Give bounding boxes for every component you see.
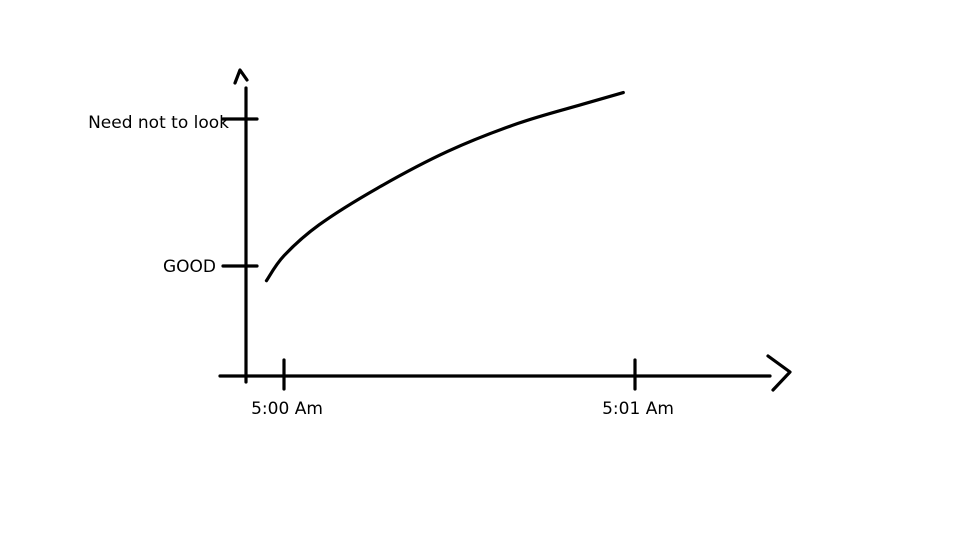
x-tick-label: 5:01 Am <box>602 399 674 419</box>
x-axis-arrow-icon <box>766 354 792 392</box>
y-tick-label: Need not to look <box>88 113 229 133</box>
series-line <box>264 90 625 283</box>
x-tick-label: 5:00 Am <box>251 399 323 419</box>
y-axis-arrow-icon <box>233 68 249 85</box>
y-tick-label: GOOD <box>163 257 216 277</box>
